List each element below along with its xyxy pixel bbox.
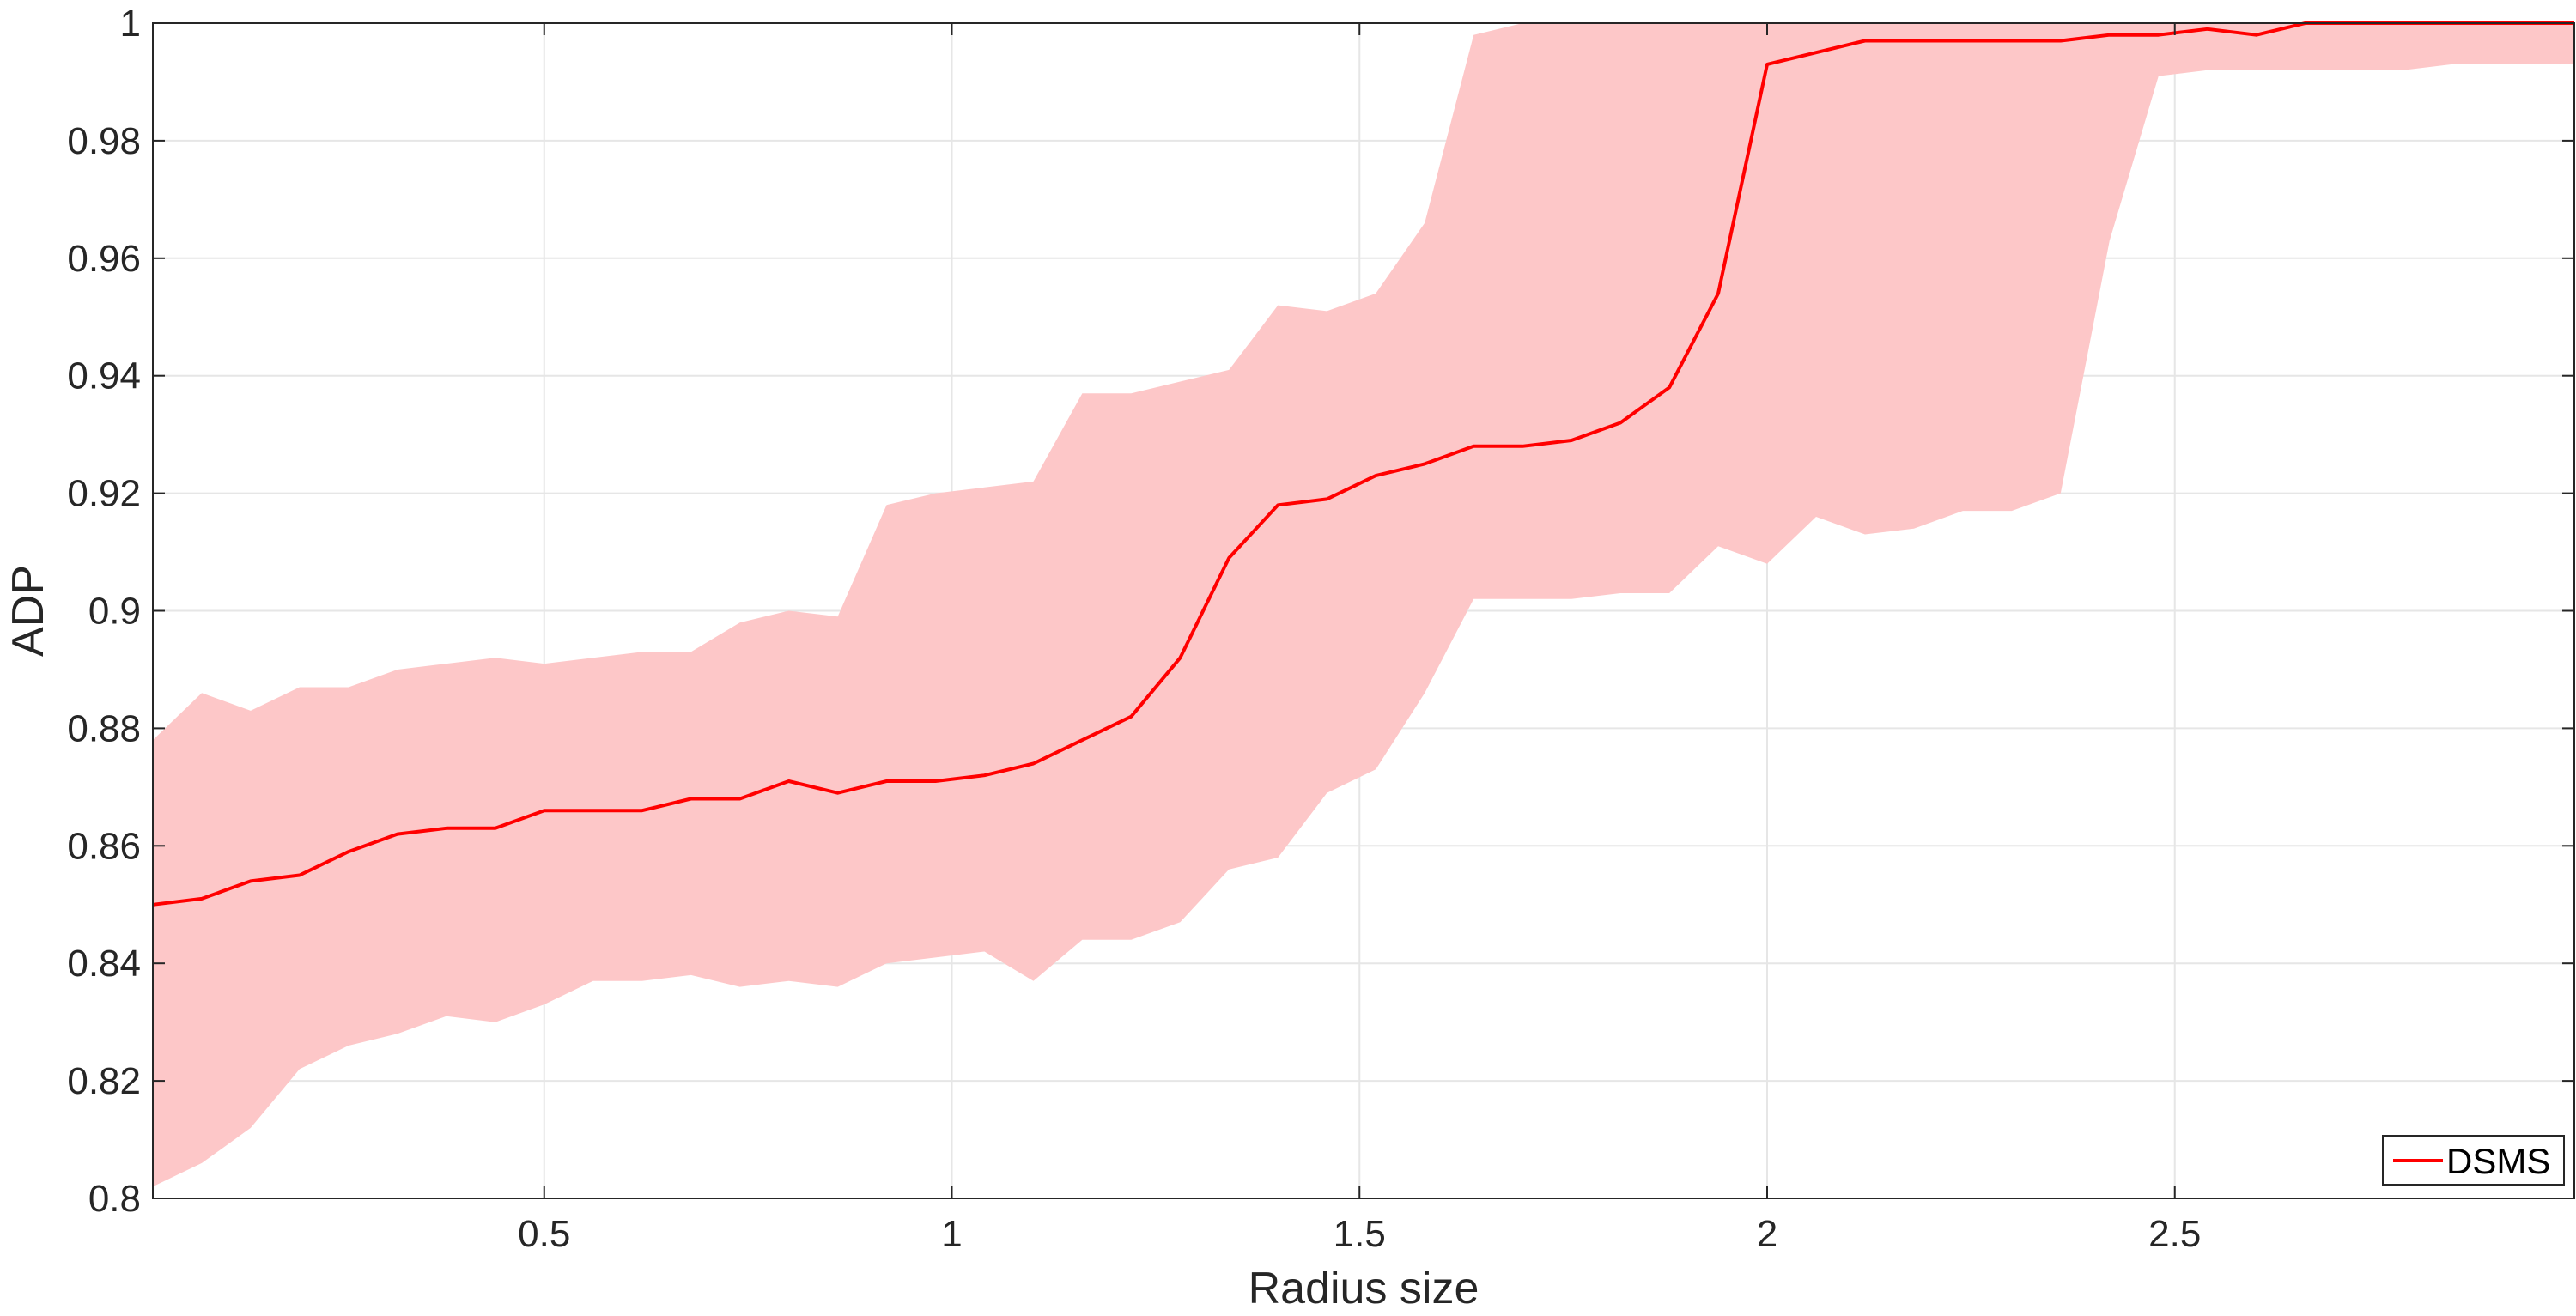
series-line-0: [152, 21, 2574, 907]
series-line-layer: [152, 21, 2574, 907]
x-tick-label-0: 0.5: [518, 1213, 570, 1255]
confidence-band-0: [153, 23, 2574, 1187]
axes: [152, 22, 2575, 1199]
y-tick-label-2: 0.84: [67, 943, 141, 985]
legend-label: DSMS: [2446, 1141, 2550, 1181]
x-tick-label-2: 1.5: [1334, 1213, 1386, 1255]
x-tick-label-1: 1: [941, 1213, 962, 1255]
x-tick-label-4: 2.5: [2148, 1213, 2201, 1255]
y-axis-title: ADP: [3, 565, 53, 657]
y-tick-label-10: 1: [120, 3, 141, 45]
y-tick-label-3: 0.86: [67, 825, 141, 867]
tick-labels: 0.5 1 1.5 2 2.5 0.8 0.82 0.84 0.86 0.88 0.9 0.92 0.9…: [67, 3, 2201, 1255]
y-tick-label-1: 0.82: [67, 1060, 141, 1102]
y-tick-label-4: 0.88: [67, 707, 141, 749]
confidence-band-layer: [153, 23, 2574, 1187]
y-tick-label-9: 0.98: [67, 120, 141, 162]
y-tick-label-8: 0.96: [67, 238, 141, 280]
x-tick-label-3: 2: [1757, 1213, 1777, 1255]
x-axis-title: Radius size: [1249, 1264, 1479, 1313]
y-tick-label-5: 0.9: [88, 591, 141, 633]
y-tick-label-0: 0.8: [88, 1178, 141, 1220]
y-tick-label-7: 0.94: [67, 355, 141, 397]
legend: DSMS: [2382, 1135, 2565, 1186]
y-tick-label-6: 0.92: [67, 473, 141, 515]
